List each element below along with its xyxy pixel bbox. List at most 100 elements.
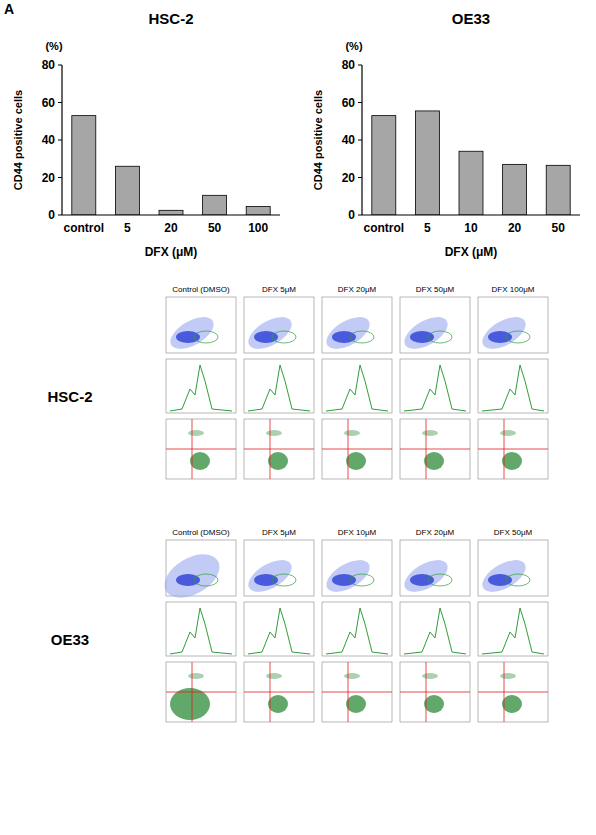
- quadrant-frame: [244, 662, 314, 722]
- quadrant-cloud: [424, 695, 444, 713]
- quadrant-cloud: [268, 695, 288, 713]
- scatter-cloud: [477, 311, 531, 356]
- histogram-curve: [170, 365, 232, 411]
- column-title: DFX 50μM: [494, 528, 533, 537]
- scatter-cloud: [157, 545, 227, 606]
- gate: [350, 331, 374, 343]
- scatter-core: [488, 331, 512, 343]
- x-tick-label: 100: [248, 221, 268, 235]
- bar: [459, 151, 483, 215]
- gate: [428, 331, 452, 343]
- gate: [350, 574, 374, 586]
- chart-title: HSC-2: [148, 10, 193, 27]
- histogram-frame: [478, 602, 548, 656]
- scatter-cloud: [399, 554, 453, 599]
- y-tick-label: 80: [342, 58, 356, 72]
- y-tick-label: 60: [42, 96, 56, 110]
- gate: [272, 574, 296, 586]
- bar: [246, 207, 270, 215]
- histogram-frame: [322, 602, 392, 656]
- gate: [272, 331, 296, 343]
- quadrant-line: [322, 692, 392, 693]
- quadrant-frame: [400, 419, 470, 479]
- unit-label: (%): [45, 40, 62, 52]
- flow-row: OE33Control (DMSO)DFX 5μMDFX 10μMDFX 20μ…: [51, 528, 548, 722]
- scatter-cloud: [321, 311, 375, 356]
- x-tick-label: 50: [208, 221, 222, 235]
- scatter-core: [176, 574, 200, 586]
- scatter-cloud: [165, 311, 219, 356]
- histogram-curve: [482, 365, 544, 411]
- column-title: Control (DMSO): [172, 285, 230, 294]
- histogram-frame: [166, 359, 236, 413]
- quadrant-frame: [478, 419, 548, 479]
- histogram-curve: [170, 608, 232, 654]
- x-tick-label: control: [363, 221, 404, 235]
- bar: [115, 166, 139, 215]
- bar: [415, 111, 439, 215]
- histogram-frame: [478, 359, 548, 413]
- quadrant-upper: [344, 673, 360, 679]
- y-axis-title: CD44 positive cells: [312, 90, 324, 190]
- x-tick-label: 20: [164, 221, 178, 235]
- histogram-curve: [326, 608, 388, 654]
- column-title: DFX 20μM: [416, 528, 455, 537]
- quadrant-upper: [266, 430, 282, 436]
- y-tick-label: 0: [48, 208, 55, 222]
- quadrant-line: [478, 692, 548, 693]
- quadrant-cloud: [346, 452, 366, 470]
- scatter-cloud: [243, 554, 297, 599]
- x-axis-title: DFX (μM): [145, 245, 198, 259]
- column-title: DFX 20μM: [338, 285, 377, 294]
- quadrant-upper: [266, 673, 282, 679]
- quadrant-line: [478, 449, 548, 450]
- bar: [72, 116, 96, 215]
- y-axis: [61, 65, 62, 215]
- scatter-core: [410, 331, 434, 343]
- bar: [503, 164, 527, 215]
- x-axis-title: DFX (μM): [445, 245, 498, 259]
- quadrant-upper: [422, 673, 438, 679]
- gate: [194, 331, 218, 343]
- gate: [194, 574, 218, 586]
- x-tick-label: 10: [464, 221, 478, 235]
- quadrant-upper: [422, 430, 438, 436]
- gate: [506, 574, 530, 586]
- y-tick-label: 60: [342, 96, 356, 110]
- quadrant-cloud: [170, 688, 210, 720]
- quadrant-cloud: [346, 695, 366, 713]
- y-tick-label: 20: [342, 171, 356, 185]
- quadrant-line: [244, 692, 314, 693]
- x-tick-label: 5: [424, 221, 431, 235]
- scatter-core: [176, 331, 200, 343]
- quadrant-upper: [188, 430, 204, 436]
- row-label: OE33: [51, 631, 89, 648]
- flow-row: HSC-2Control (DMSO)DFX 5μMDFX 20μMDFX 50…: [47, 285, 548, 479]
- y-axis-title: CD44 positive cells: [12, 90, 24, 190]
- column-title: Control (DMSO): [172, 528, 230, 537]
- histogram-curve: [404, 365, 466, 411]
- quadrant-line: [400, 692, 470, 693]
- bar: [546, 165, 570, 215]
- quadrant-cloud: [268, 452, 288, 470]
- column-title: DFX 50μM: [416, 285, 455, 294]
- quadrant-line: [166, 692, 236, 693]
- quadrant-cloud: [424, 452, 444, 470]
- y-tick-label: 20: [42, 171, 56, 185]
- histogram-curve: [404, 608, 466, 654]
- chart-title: OE33: [452, 10, 490, 27]
- bar-chart: HSC-2(%)CD44 positive cellsDFX (μM)02040…: [12, 10, 280, 259]
- scatter-core: [332, 331, 356, 343]
- quadrant-line: [244, 449, 314, 450]
- quadrant-frame: [322, 662, 392, 722]
- quadrant-cloud: [502, 452, 522, 470]
- quadrant-frame: [400, 662, 470, 722]
- bars: [372, 111, 570, 215]
- quadrant-upper: [344, 430, 360, 436]
- quadrant-frame: [244, 419, 314, 479]
- x-tick-label: 5: [124, 221, 131, 235]
- quadrant-upper: [500, 673, 516, 679]
- histogram-curve: [326, 365, 388, 411]
- gate: [428, 574, 452, 586]
- panel-letter: A: [4, 1, 14, 17]
